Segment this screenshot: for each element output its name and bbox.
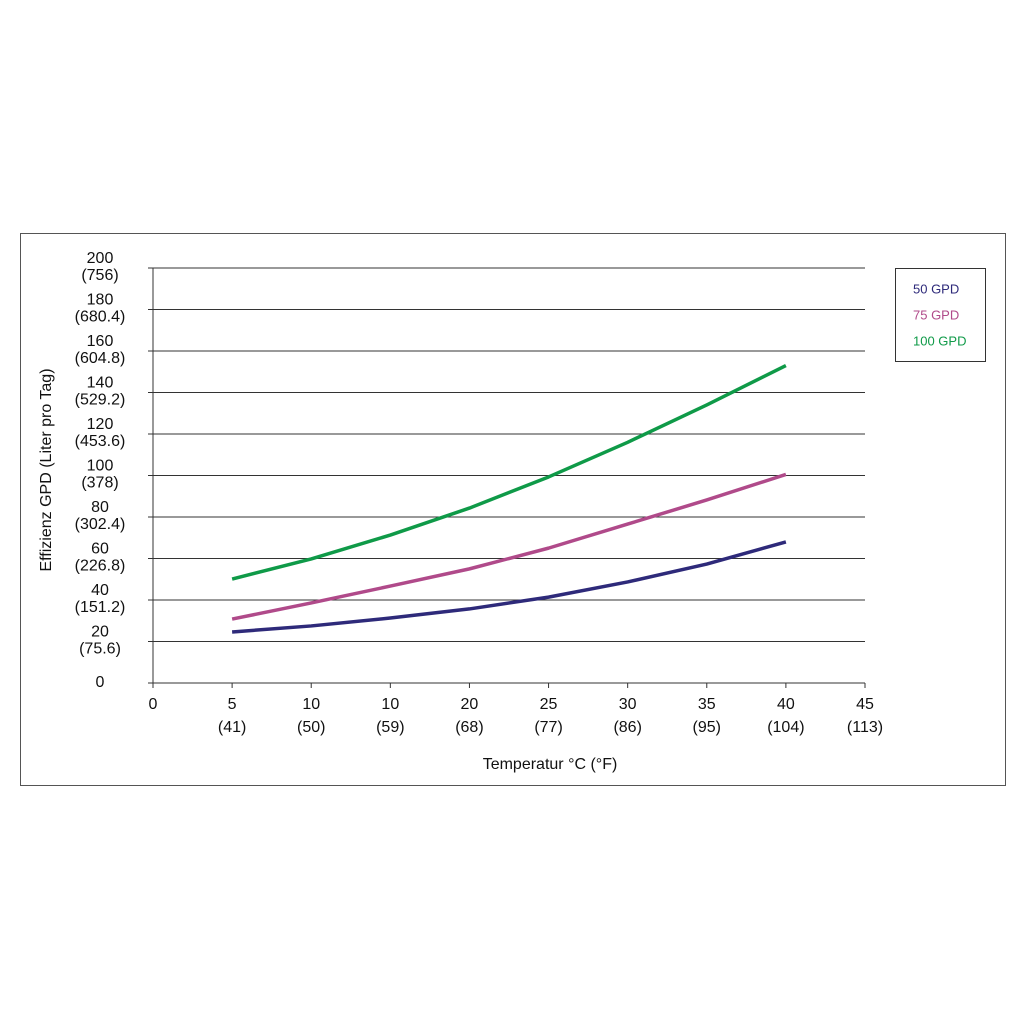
x-tick-label: (68) bbox=[455, 719, 483, 736]
x-tick-label: 35 bbox=[698, 696, 716, 713]
legend-label: 100 GPD bbox=[913, 333, 966, 348]
y-tick-label: (151.2) bbox=[75, 599, 126, 616]
y-tick-label: 20 bbox=[91, 624, 109, 641]
y-tick-label: 120 bbox=[87, 416, 114, 433]
x-tick-label: 20 bbox=[461, 696, 479, 713]
y-tick-label: (604.8) bbox=[75, 350, 126, 367]
y-tick-label: (756) bbox=[81, 267, 118, 284]
x-tick-label: (59) bbox=[376, 719, 404, 736]
x-axis-title: Temperatur °C (°F) bbox=[483, 756, 618, 773]
y-tick-label: 140 bbox=[87, 375, 114, 392]
y-tick-label: (226.8) bbox=[75, 558, 126, 575]
x-tick-label: 30 bbox=[619, 696, 637, 713]
x-tick-label: (104) bbox=[767, 719, 804, 736]
y-tick-label: (378) bbox=[81, 475, 118, 492]
legend-label: 50 GPD bbox=[913, 281, 959, 296]
y-tick-label: 100 bbox=[87, 458, 114, 475]
y-tick-label: 200 bbox=[87, 250, 114, 267]
series-line bbox=[231, 540, 787, 634]
x-tick-label: (41) bbox=[218, 719, 246, 736]
x-tick-label: (113) bbox=[847, 719, 883, 736]
x-tick-label: (50) bbox=[297, 719, 325, 736]
x-tick-label: (86) bbox=[613, 719, 641, 736]
y-tick-label: 60 bbox=[91, 541, 109, 558]
y-tick-label: (453.6) bbox=[75, 433, 126, 450]
y-tick-label: 80 bbox=[91, 499, 109, 516]
legend bbox=[895, 268, 986, 362]
x-tick-label: 25 bbox=[540, 696, 558, 713]
x-tick-label: 40 bbox=[777, 696, 795, 713]
x-tick-label: (95) bbox=[693, 719, 721, 736]
frame bbox=[20, 233, 1006, 786]
y-tick-label: 0 bbox=[96, 674, 105, 691]
x-tick-label: 5 bbox=[228, 696, 237, 713]
x-tick-label: 10 bbox=[381, 696, 399, 713]
x-tick-label: (77) bbox=[534, 719, 562, 736]
x-tick-label: 45 bbox=[856, 696, 874, 713]
legend-label: 75 GPD bbox=[913, 307, 959, 322]
x-tick-label: 0 bbox=[149, 696, 158, 713]
y-tick-label: (302.4) bbox=[75, 516, 126, 533]
y-tick-label: (529.2) bbox=[75, 392, 126, 409]
x-tick-label: 10 bbox=[302, 696, 320, 713]
y-axis-title: Effizienz GPD (Liter pro Tag) bbox=[38, 368, 55, 571]
y-tick-label: 40 bbox=[91, 582, 109, 599]
y-tick-label: (680.4) bbox=[75, 309, 126, 326]
y-tick-label: 180 bbox=[87, 292, 114, 309]
y-tick-label: 160 bbox=[87, 333, 114, 350]
series-line bbox=[231, 363, 787, 581]
y-tick-label: (75.6) bbox=[79, 641, 121, 658]
series-line bbox=[231, 472, 787, 621]
